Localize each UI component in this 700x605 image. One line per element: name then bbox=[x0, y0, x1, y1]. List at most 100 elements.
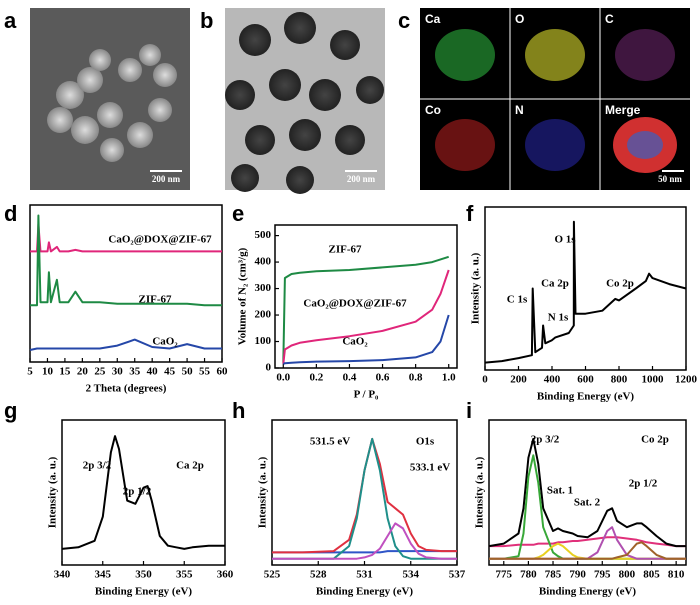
x-axis-label: Binding Energy (eV) bbox=[95, 586, 193, 598]
data-line bbox=[484, 220, 687, 364]
plot-frame bbox=[488, 419, 687, 566]
scale-label: 200 nm bbox=[347, 174, 376, 184]
y-axis-label: Volume of N₂ (cm³/g) bbox=[237, 247, 249, 345]
annotation: 2p 1/2 bbox=[123, 486, 152, 498]
x-axis-label: Binding Energy (eV) bbox=[316, 586, 414, 598]
panel-label: d bbox=[4, 201, 17, 226]
x-tick-label: 15 bbox=[59, 366, 71, 378]
x-tick-label: 0.8 bbox=[409, 372, 423, 384]
annotation: Sat. 2 bbox=[574, 497, 601, 509]
annotation: Sat. 1 bbox=[547, 485, 573, 497]
x-tick-label: 0.2 bbox=[309, 372, 323, 384]
x-tick-label: 537 bbox=[449, 569, 466, 581]
data-line bbox=[282, 269, 450, 365]
annotation: 2p 3/2 bbox=[83, 460, 112, 472]
x-axis-label: P / P₀ bbox=[354, 389, 379, 401]
eds-maps: Ca O C Co N Merge 50 nm bbox=[420, 8, 690, 190]
y-tick-label: 100 bbox=[255, 335, 272, 347]
x-tick-label: 50 bbox=[182, 366, 194, 378]
x-tick-label: 795 bbox=[594, 569, 611, 581]
data-line bbox=[489, 536, 686, 548]
sem-image: 200 nm bbox=[30, 8, 190, 190]
data-line bbox=[282, 314, 450, 365]
y-tick-label: 0 bbox=[266, 362, 272, 374]
x-tick-label: 525 bbox=[264, 569, 281, 581]
x-tick-label: 805 bbox=[643, 569, 660, 581]
x-tick-label: 35 bbox=[129, 366, 141, 378]
annotation: CaO₂ bbox=[152, 336, 178, 348]
data-line bbox=[282, 255, 450, 363]
x-tick-label: 1000 bbox=[642, 374, 665, 386]
panel-label: c bbox=[398, 8, 410, 33]
panel-label: e bbox=[232, 201, 244, 226]
y-tick-label: 300 bbox=[255, 282, 272, 294]
annotation: CaO₂ bbox=[342, 336, 368, 348]
annotation: CaO₂@DOX@ZIF-67 bbox=[108, 234, 212, 246]
data-line bbox=[61, 435, 225, 550]
plot-frame bbox=[484, 206, 687, 371]
x-tick-label: 200 bbox=[510, 374, 527, 386]
panel-label: i bbox=[466, 398, 472, 423]
tile-label: Co bbox=[425, 103, 441, 117]
annotation: ZIF-67 bbox=[329, 244, 363, 256]
x-tick-label: 340 bbox=[54, 569, 71, 581]
x-tick-label: 528 bbox=[310, 569, 327, 581]
x-tick-label: 534 bbox=[403, 569, 420, 581]
panel-label: h bbox=[232, 398, 245, 423]
x-tick-label: 0.0 bbox=[276, 372, 290, 384]
x-axis-label: Binding Energy (eV) bbox=[537, 391, 635, 403]
x-tick-label: 0.4 bbox=[343, 372, 357, 384]
annotation: CaO₂@DOX@ZIF-67 bbox=[303, 298, 407, 310]
data-line bbox=[488, 437, 686, 548]
x-tick-label: 600 bbox=[577, 374, 594, 386]
tem-image: 200 nm bbox=[225, 8, 385, 194]
x-tick-label: 0.6 bbox=[376, 372, 390, 384]
tile-label: Ca bbox=[425, 12, 441, 26]
annotation: 2p 3/2 bbox=[531, 434, 560, 446]
y-axis-label: Intensity (a. u.) bbox=[257, 456, 269, 528]
x-tick-label: 60 bbox=[217, 366, 229, 378]
data-line bbox=[489, 541, 686, 560]
x-tick-label: 45 bbox=[164, 366, 176, 378]
plot-frame bbox=[274, 224, 458, 369]
annotation: Ca 2p bbox=[541, 278, 569, 290]
x-tick-label: 360 bbox=[217, 569, 234, 581]
x-tick-label: 55 bbox=[199, 366, 211, 378]
data-line bbox=[30, 214, 222, 307]
tile-label: N bbox=[515, 103, 524, 117]
annotation: Ca 2p bbox=[176, 460, 204, 472]
annotation: 2p 1/2 bbox=[629, 478, 658, 490]
x-axis-label: 2 Theta (degrees) bbox=[86, 383, 167, 395]
x-tick-label: 30 bbox=[112, 366, 124, 378]
scale-label: 200 nm bbox=[152, 174, 181, 184]
x-tick-label: 10 bbox=[42, 366, 54, 378]
y-axis-label: Intensity (a. u.) bbox=[47, 456, 59, 528]
data-line bbox=[272, 522, 457, 560]
panel-label: a bbox=[4, 8, 17, 33]
y-axis-label: Intensity (a. u.) bbox=[474, 456, 486, 528]
tile-label: C bbox=[605, 12, 614, 26]
data-line bbox=[272, 437, 457, 560]
data-line bbox=[30, 223, 222, 253]
annotation: 531.5 eV bbox=[310, 436, 350, 448]
annotation: Co 2p bbox=[606, 278, 634, 290]
x-tick-label: 800 bbox=[611, 374, 628, 386]
x-tick-label: 780 bbox=[520, 569, 537, 581]
x-tick-label: 531 bbox=[356, 569, 373, 581]
annotation: N 1s bbox=[548, 312, 569, 324]
data-line bbox=[272, 437, 457, 554]
x-tick-label: 1.0 bbox=[442, 372, 456, 384]
panel-label: b bbox=[200, 8, 213, 33]
x-tick-label: 1200 bbox=[675, 374, 698, 386]
x-tick-label: 775 bbox=[496, 569, 513, 581]
x-axis-label: Binding Energy (eV) bbox=[539, 586, 637, 598]
x-tick-label: 40 bbox=[147, 366, 159, 378]
x-tick-label: 20 bbox=[77, 366, 89, 378]
x-tick-label: 350 bbox=[135, 569, 152, 581]
scale-label: 50 nm bbox=[658, 174, 682, 184]
y-axis-label: Intensity (a. u.) bbox=[470, 252, 482, 324]
annotation: 533.1 eV bbox=[410, 462, 450, 474]
annotation: O1s bbox=[416, 436, 435, 448]
annotation: ZIF-67 bbox=[139, 294, 173, 306]
